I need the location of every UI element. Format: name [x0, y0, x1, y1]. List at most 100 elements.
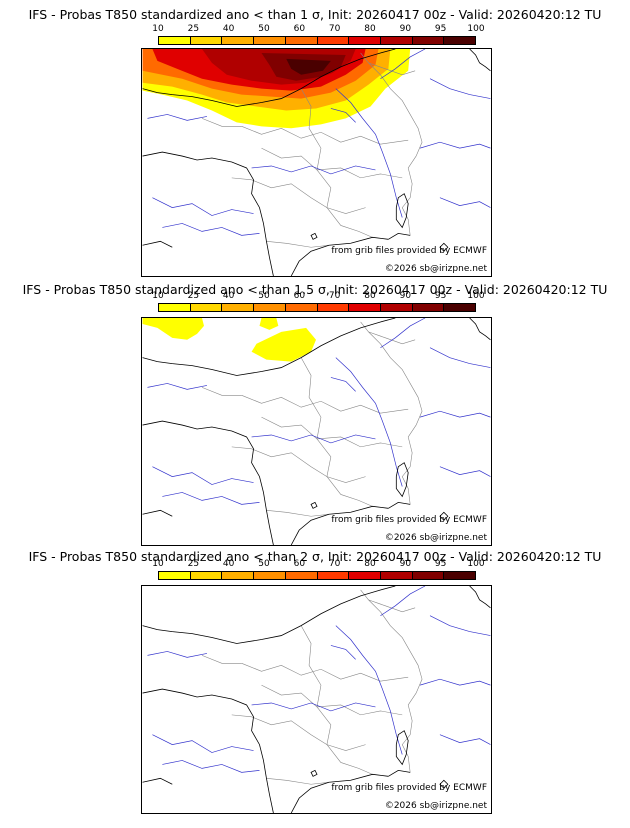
region-border [266, 241, 329, 248]
scale-tick-label: 100 [467, 559, 485, 569]
scale-bar [158, 303, 476, 312]
river [152, 734, 254, 753]
region-border [241, 663, 409, 682]
coastline [142, 586, 396, 644]
river [429, 78, 491, 99]
scale-tick-label: 80 [364, 291, 376, 301]
region-border [368, 599, 416, 613]
probability-color-scale: 10 25 40 50 60 70 80 90 95 100 [152, 24, 485, 45]
scale-color-swatch [349, 304, 381, 311]
scale-tick-label: 60 [293, 291, 306, 301]
island [310, 769, 318, 777]
coastline [290, 236, 389, 276]
scale-tick-label: 80 [364, 24, 376, 34]
region-border [261, 684, 403, 716]
coastline [142, 240, 173, 248]
panel-title: IFS - Probas T850 standardized ano < tha… [28, 549, 602, 564]
scale-tick-label: 70 [328, 291, 341, 301]
scale-tick-label: 80 [364, 559, 376, 569]
coastline [142, 688, 274, 813]
island [395, 730, 409, 766]
map: from grib files provided by ECMWF ©2026 … [141, 585, 492, 814]
scale-color-swatch [285, 304, 318, 311]
river [152, 466, 254, 485]
river [162, 223, 260, 236]
region-border [241, 126, 409, 145]
river [335, 625, 403, 755]
region-border [231, 446, 366, 483]
probability-color-scale: 10 25 40 50 60 70 80 90 95 100 [152, 291, 485, 312]
scale-color-swatch [444, 304, 476, 311]
scale-color-swatch [317, 572, 350, 579]
river [147, 651, 208, 658]
scale-tick-label: 25 [187, 24, 200, 34]
coastline [142, 509, 173, 517]
geography-lines [142, 318, 491, 545]
copyright-credit: ©2026 sb@irizpne.net [384, 533, 487, 543]
river [335, 357, 403, 487]
scale-color-swatch [317, 37, 350, 44]
island [310, 232, 318, 240]
scale-color-swatch [444, 572, 476, 579]
island [439, 242, 449, 252]
scale-tick-label: 100 [467, 291, 485, 301]
region-border [300, 625, 332, 745]
scale-tick-label: 40 [222, 559, 235, 569]
river [162, 760, 260, 773]
coastline [142, 420, 274, 545]
scale-tick-label: 100 [467, 24, 485, 34]
scale-color-swatch [222, 304, 255, 311]
region-border [261, 147, 403, 179]
region-border [241, 395, 409, 414]
probability-color-scale: 10 25 40 50 60 70 80 90 95 100 [152, 559, 485, 580]
scale-color-swatch [159, 572, 191, 579]
coastline [142, 49, 396, 107]
river [439, 734, 491, 745]
coastline [142, 777, 173, 785]
scale-tick-label: 10 [152, 24, 164, 34]
scale-tick-label: 60 [293, 24, 306, 34]
scale-color-swatch [380, 37, 413, 44]
scale-color-swatch [254, 572, 286, 579]
island [439, 779, 449, 789]
region-border [360, 52, 423, 236]
scale-tick-label: 90 [399, 291, 412, 301]
scale-color-swatch [222, 572, 255, 579]
map: from grib files provided by ECMWF ©2026 … [141, 317, 492, 546]
scale-ticks: 10 25 40 50 60 70 80 90 95 100 [152, 24, 484, 35]
scale-color-swatch [412, 304, 445, 311]
river [251, 702, 376, 712]
panel-title: IFS - Probas T850 standardized ano < tha… [22, 282, 608, 297]
copyright-credit: ©2026 sb@irizpne.net [384, 264, 487, 274]
scale-color-swatch [222, 37, 255, 44]
scale-color-swatch [190, 572, 223, 579]
river [439, 197, 491, 208]
scale-tick-label: 90 [399, 559, 412, 569]
scale-ticks: 10 25 40 50 60 70 80 90 95 100 [152, 559, 484, 570]
scale-color-swatch [159, 304, 191, 311]
region-border [368, 331, 416, 345]
river [419, 410, 491, 418]
region-border [201, 118, 242, 127]
island [310, 501, 318, 509]
region-border [326, 207, 373, 238]
river [330, 377, 356, 392]
river [147, 383, 208, 390]
scale-tick-label: 50 [258, 24, 270, 34]
scale-tick-label: 40 [222, 24, 235, 34]
scale-bar [158, 571, 476, 580]
scale-color-swatch [349, 572, 381, 579]
scale-tick-label: 95 [434, 24, 447, 34]
region-border [266, 510, 329, 517]
scale-tick-label: 90 [399, 24, 412, 34]
coastline [290, 773, 389, 813]
region-border [231, 714, 366, 751]
coastline [290, 505, 389, 545]
river [335, 88, 403, 218]
probability-field [142, 49, 411, 129]
region-border [266, 778, 329, 785]
scale-color-swatch [254, 37, 286, 44]
river [330, 645, 356, 660]
region-border [231, 177, 366, 214]
region-border [360, 589, 423, 773]
